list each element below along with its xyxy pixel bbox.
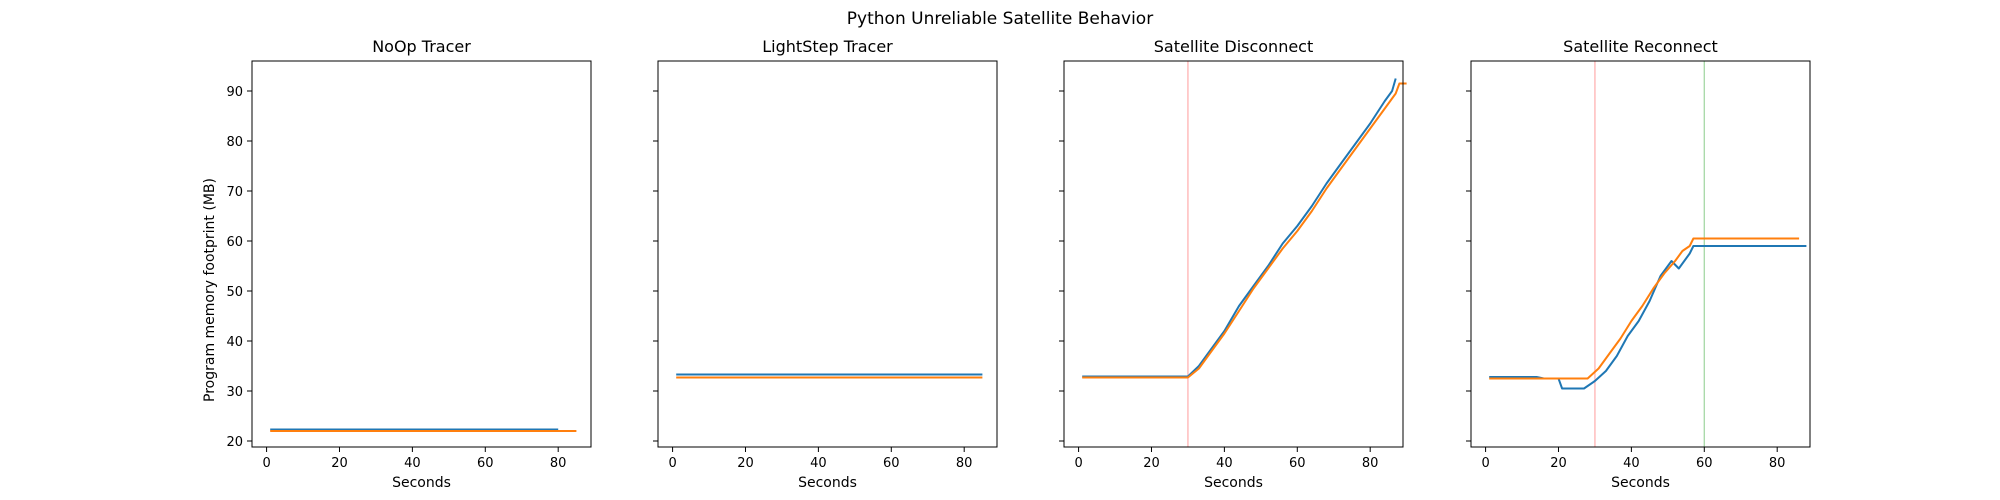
subplot-3: Satellite Disconnect 0 20 40 60 80 Seconds <box>1059 37 1407 491</box>
subplot-4: Satellite Reconnect 0 20 40 60 80 Seconds <box>1466 37 1811 491</box>
x-tick-label: 0 <box>1074 456 1082 471</box>
x-tick-label: 0 <box>262 456 270 471</box>
y-tick-label: 20 <box>226 435 243 450</box>
y-tick-label: 80 <box>226 135 243 150</box>
x-tick-label: 20 <box>1143 456 1160 471</box>
plot-frame <box>1470 60 1811 448</box>
x-tick-label: 40 <box>1623 456 1640 471</box>
x-tick-label: 60 <box>1696 456 1713 471</box>
subplot-2: LightStep Tracer 0 20 40 60 80 Seconds <box>653 37 998 491</box>
y-tick-label: 50 <box>226 285 243 300</box>
x-tick-label: 40 <box>1216 456 1233 471</box>
x-tick-label: 80 <box>1769 456 1786 471</box>
x-tick-label: 80 <box>1362 456 1379 471</box>
x-axis-label: Seconds <box>798 475 857 491</box>
subplot-1: NoOp Tracer 0 20 40 60 80 Seconds 20 30 40 50 60 70 8… <box>226 37 592 491</box>
y-tick-label: 60 <box>226 235 243 250</box>
series-line-1 <box>1489 245 1807 390</box>
figure-title: Python Unreliable Satellite Behavior <box>847 9 1153 29</box>
x-tick-label: 80 <box>550 456 567 471</box>
x-tick-label: 60 <box>477 456 494 471</box>
x-tick-label: 20 <box>1550 456 1567 471</box>
x-tick-label: 0 <box>1481 456 1489 471</box>
y-tick-label: 90 <box>226 85 243 100</box>
x-axis-label: Seconds <box>1611 475 1670 491</box>
x-axis-label: Seconds <box>1204 475 1263 491</box>
x-axis-label: Seconds <box>392 475 451 491</box>
y-tick-label: 70 <box>226 185 243 200</box>
plot-frame <box>1063 60 1404 448</box>
series-line-1 <box>1082 78 1397 378</box>
series-line-2 <box>1082 82 1407 379</box>
x-tick-label: 20 <box>737 456 754 471</box>
subplot-title: Satellite Reconnect <box>1563 37 1718 56</box>
x-tick-label: 60 <box>883 456 900 471</box>
x-tick-label: 40 <box>810 456 827 471</box>
subplots: NoOp Tracer 0 20 40 60 80 Seconds 20 30 40 50 60 70 8… <box>226 37 1811 491</box>
subplot-title: Satellite Disconnect <box>1154 37 1314 56</box>
x-tick-label: 60 <box>1289 456 1306 471</box>
y-tick-label: 40 <box>226 335 243 350</box>
x-tick-label: 40 <box>404 456 421 471</box>
y-tick-label: 30 <box>226 385 243 400</box>
x-tick-label: 20 <box>331 456 348 471</box>
plot-frame <box>657 60 998 448</box>
subplot-title: NoOp Tracer <box>372 37 471 56</box>
series-line-2 <box>1489 237 1800 380</box>
subplot-title: LightStep Tracer <box>762 37 893 56</box>
plot-frame <box>251 60 592 448</box>
x-tick-label: 80 <box>956 456 973 471</box>
x-tick-label: 0 <box>668 456 676 471</box>
y-axis-label: Program memory footprint (MB) <box>202 178 218 402</box>
